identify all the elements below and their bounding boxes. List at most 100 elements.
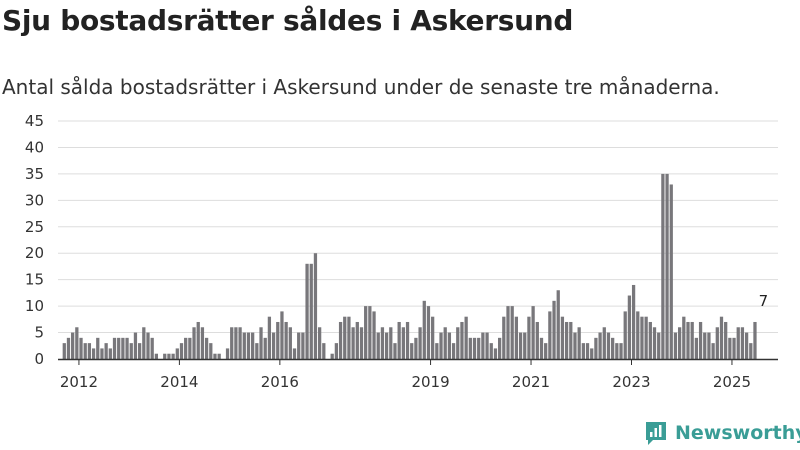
bar [297, 332, 301, 359]
bar [91, 348, 96, 359]
bar [682, 316, 686, 359]
bar [100, 348, 104, 359]
bar [242, 332, 246, 359]
chart-subtitle: Antal sålda bostadsrätter i Askersund un… [2, 75, 720, 99]
bar [255, 343, 259, 359]
bar [351, 327, 355, 359]
bar [623, 311, 627, 359]
bar [711, 343, 715, 359]
bar [472, 337, 477, 359]
bar [577, 327, 581, 359]
bar [443, 327, 447, 359]
bar [150, 337, 154, 359]
bar [200, 327, 205, 359]
bar [251, 332, 255, 359]
bar [489, 343, 493, 359]
bar [698, 321, 703, 359]
bar [531, 306, 535, 359]
bar [422, 300, 426, 359]
bar [397, 321, 401, 359]
bar [401, 327, 405, 359]
bar [263, 337, 267, 359]
bar [376, 332, 380, 359]
bar [506, 306, 510, 359]
bar [523, 332, 527, 359]
bar [230, 327, 234, 359]
bar [611, 337, 615, 359]
bar [330, 353, 334, 359]
bar [313, 253, 318, 359]
bar [669, 184, 673, 359]
bar [184, 337, 188, 359]
bar [271, 332, 276, 359]
bar [338, 321, 343, 359]
bar [456, 327, 460, 359]
y-tick-label: 0 [34, 350, 44, 368]
newsworthy-logo-icon [646, 422, 666, 445]
bar [673, 332, 678, 359]
bar [209, 343, 213, 359]
bar [318, 327, 322, 359]
bar [405, 321, 410, 359]
bar [96, 337, 100, 359]
bar [267, 316, 272, 359]
bar [657, 332, 661, 359]
bar [75, 327, 79, 359]
bar [552, 300, 556, 359]
bar [204, 337, 209, 359]
bar [602, 327, 606, 359]
bar [138, 343, 142, 359]
x-tick-label: 2012 [60, 373, 98, 391]
bar [234, 327, 238, 359]
bar [724, 321, 728, 359]
bar [380, 327, 385, 359]
bar [133, 332, 138, 359]
bar [744, 332, 749, 359]
bar [280, 311, 284, 359]
y-tick-label: 25 [25, 218, 44, 236]
bar [188, 337, 192, 359]
bar [71, 332, 75, 359]
bar [142, 327, 146, 359]
bar [631, 284, 636, 359]
bar [451, 343, 456, 359]
bar [418, 327, 422, 359]
bar [502, 316, 506, 359]
bar [694, 337, 699, 359]
bar [468, 337, 472, 359]
bar [460, 321, 464, 359]
bar [493, 348, 498, 359]
bar [125, 337, 129, 359]
brand-name: Newsworthy [675, 422, 800, 444]
bar [305, 263, 309, 359]
bar [728, 337, 732, 359]
bar [652, 327, 657, 359]
bar [686, 321, 690, 359]
bar [217, 353, 221, 359]
bar [364, 306, 368, 359]
bar [527, 316, 531, 359]
bar [246, 332, 251, 359]
bar [410, 343, 414, 359]
y-tick-label: 45 [25, 112, 44, 130]
bar [581, 343, 585, 359]
x-tick-label: 2014 [160, 373, 198, 391]
y-axis-ticks: 0 5 10 15 20 25 30 35 40 45 [25, 112, 44, 368]
bar [590, 348, 594, 359]
bar [393, 343, 397, 359]
bar [569, 321, 573, 359]
bar [121, 337, 125, 359]
bar [343, 316, 347, 359]
data-labels: 7 [759, 292, 769, 310]
bar [87, 343, 92, 359]
grid-lines [58, 120, 778, 334]
bar [104, 343, 108, 359]
bar [594, 337, 598, 359]
bar [477, 337, 481, 359]
bar [426, 306, 431, 359]
bar [389, 327, 393, 359]
bar [535, 321, 539, 359]
bar [431, 316, 435, 359]
bar [640, 316, 644, 359]
bar [154, 353, 159, 359]
